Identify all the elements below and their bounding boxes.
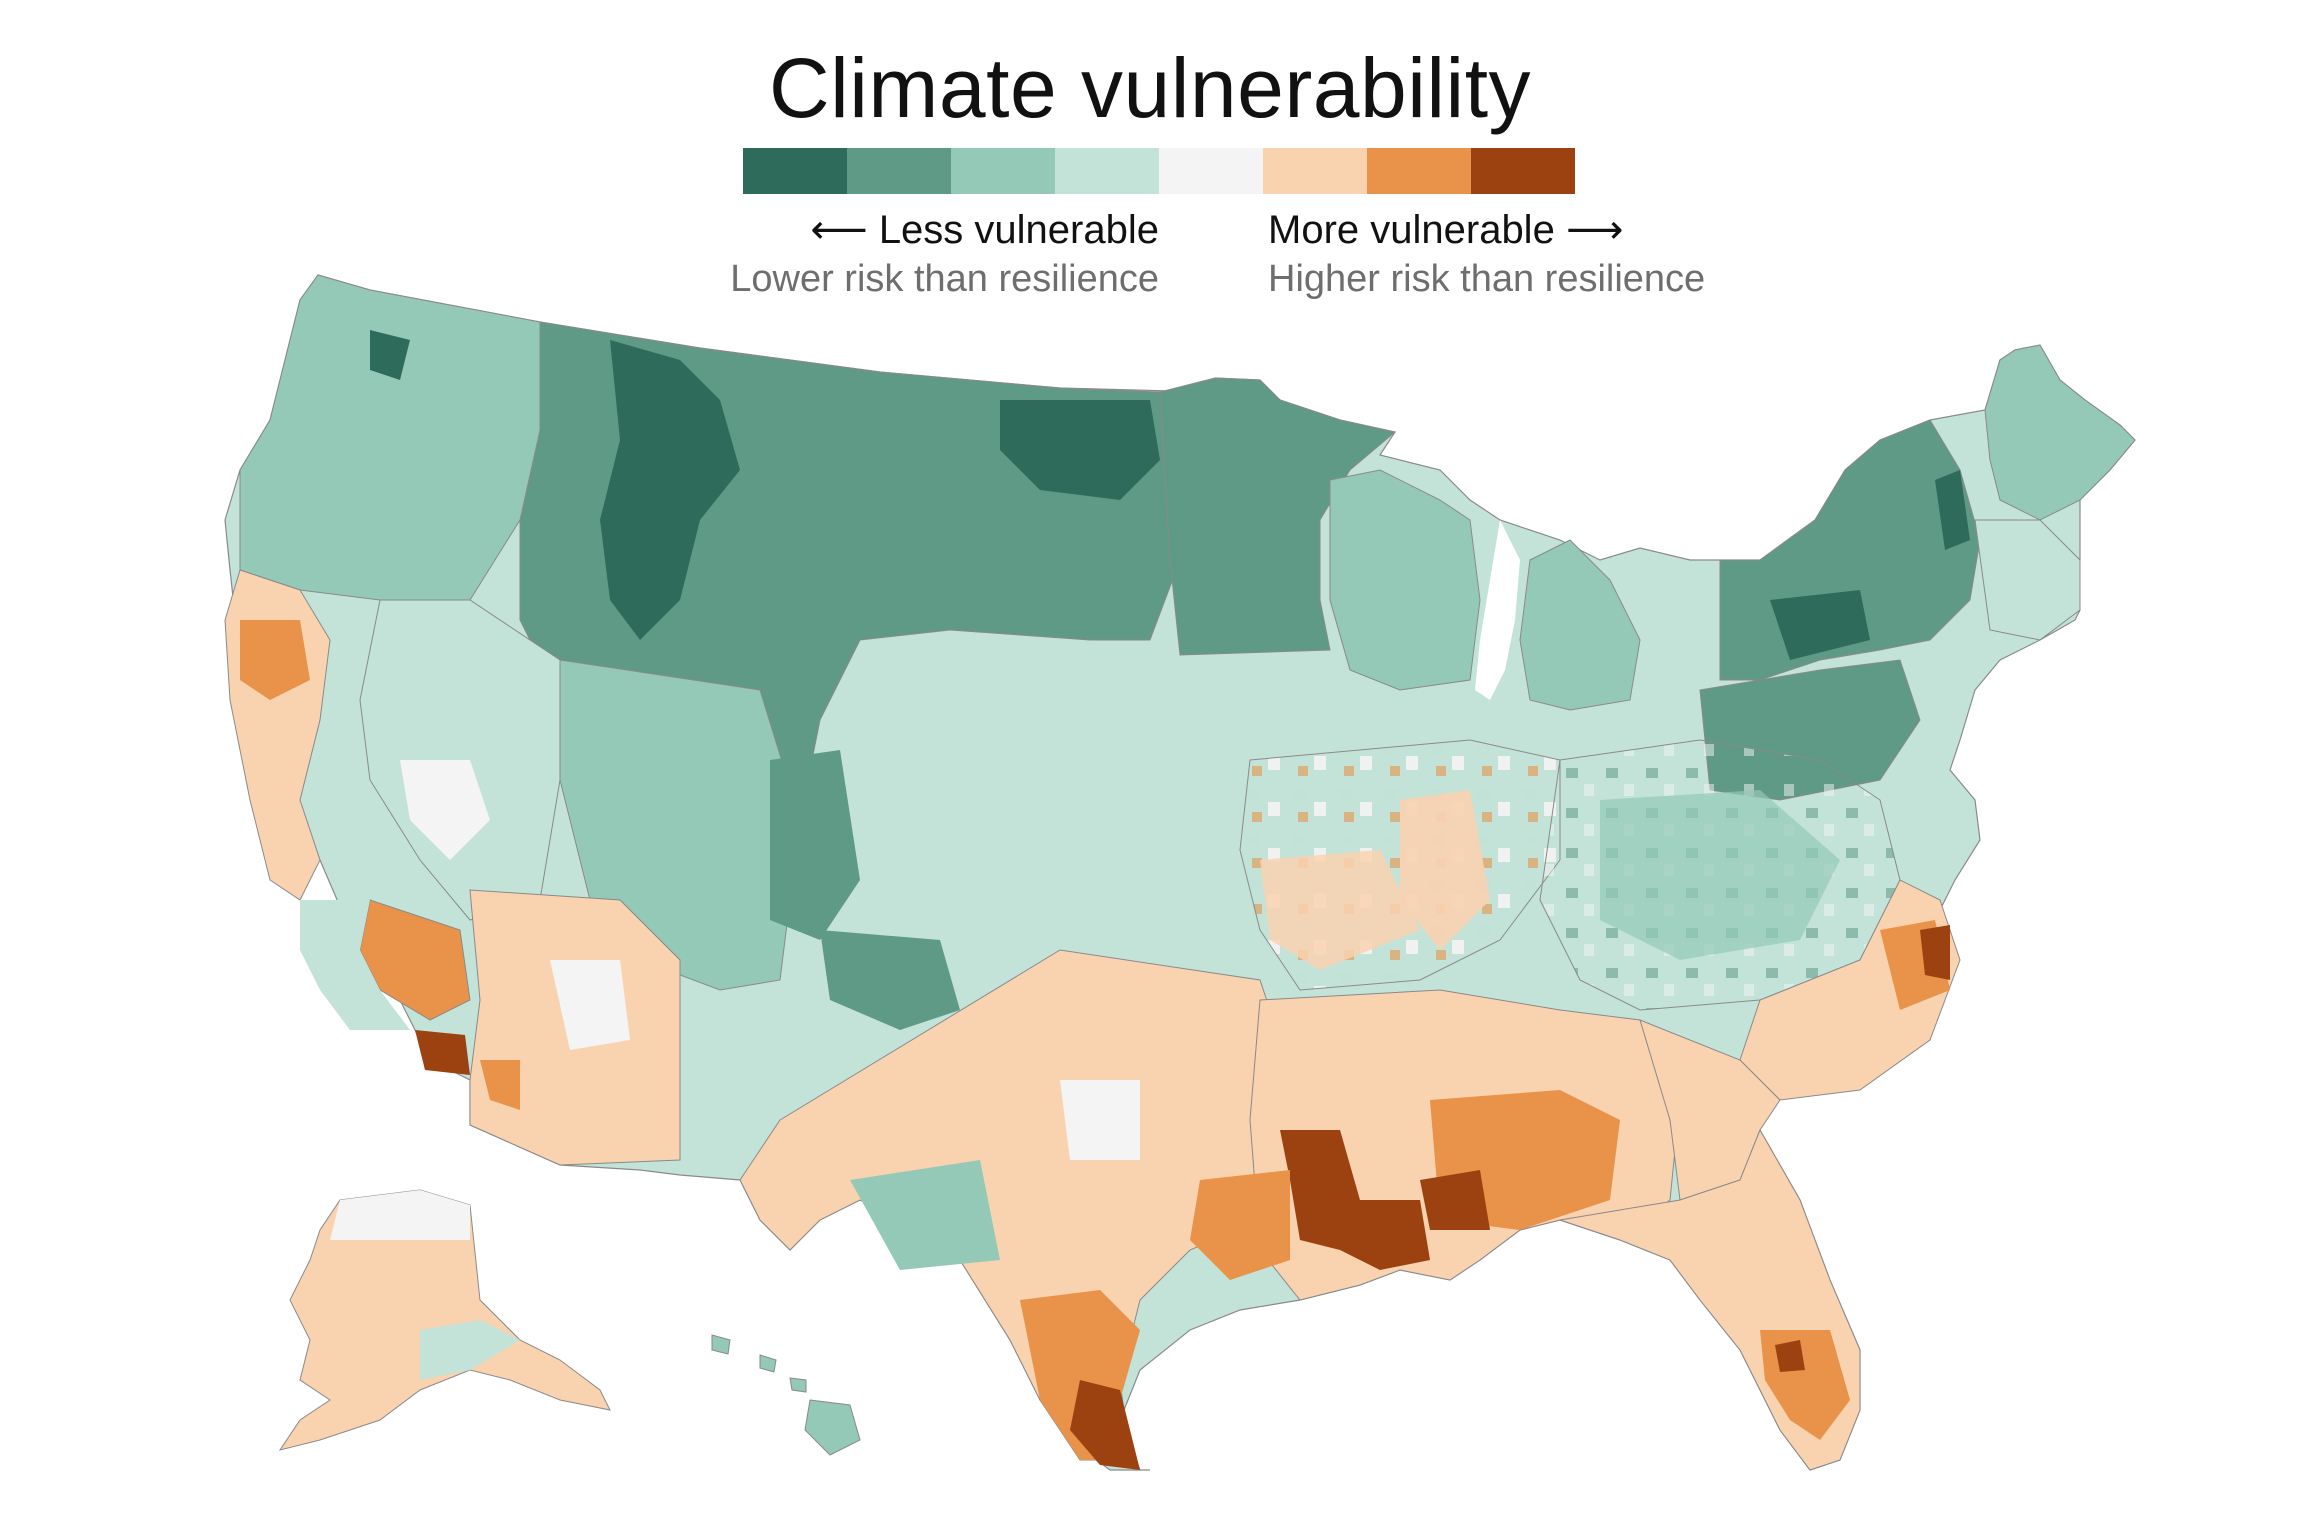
- legend-more-sub: Higher risk than resilience: [1268, 258, 1706, 300]
- region-minnesota: [1159, 377, 1397, 656]
- legend-less-vulnerable: ⟵ Less vulnerable Lower risk than resili…: [730, 206, 1159, 304]
- map-title: Climate vulnerability: [768, 41, 1532, 135]
- region-outer-banks: [1920, 925, 1950, 980]
- region-vermont: [1935, 470, 1970, 550]
- legend-more-label-row: More vulnerable ⟶: [1268, 206, 1705, 254]
- left-arrow-icon: ⟵: [810, 207, 868, 253]
- lake-michigan: [1475, 520, 1520, 700]
- region-nm-core: [820, 930, 960, 1030]
- legend-swatch: [1263, 148, 1367, 194]
- legend-less-label-row: ⟵ Less vulnerable: [730, 206, 1159, 254]
- region-new-england: [1974, 519, 2081, 641]
- region-az-orange: [480, 1060, 520, 1110]
- legend-swatch: [1367, 148, 1471, 194]
- region-nor-cal-orange: [240, 620, 310, 700]
- legend-more-label: More vulnerable: [1268, 208, 1555, 252]
- region-montana-core: [600, 340, 740, 640]
- region-wisconsin: [1329, 469, 1481, 691]
- legend-less-label: Less vulnerable: [878, 208, 1159, 252]
- legend-swatch: [847, 148, 951, 194]
- legend-swatch: [743, 148, 847, 194]
- region-texas-white: [1060, 1080, 1140, 1160]
- region-socal-coast: [300, 900, 410, 1030]
- region-maine: [1984, 344, 2136, 521]
- legend-color-scale: [743, 148, 1575, 194]
- legend-more-vulnerable: More vulnerable ⟶ Higher risk than resil…: [1268, 206, 1705, 304]
- region-hawaii: [711, 1334, 861, 1456]
- legend-swatch: [1159, 148, 1263, 194]
- region-california-north: [224, 569, 331, 901]
- region-illinois: [1400, 790, 1490, 950]
- region-ms-orange: [1190, 1170, 1290, 1280]
- region-florida-core: [1775, 1340, 1805, 1372]
- region-texas-green: [850, 1160, 1000, 1270]
- region-louisiana-delta: [1280, 1130, 1430, 1270]
- region-rio-grande: [1070, 1380, 1140, 1470]
- legend-less-sub: Lower risk than resilience: [730, 258, 1159, 300]
- region-alaska-north: [330, 1190, 470, 1240]
- region-alaska-south: [420, 1320, 520, 1380]
- region-alabama-core: [1420, 1170, 1490, 1230]
- region-az-white: [550, 960, 630, 1050]
- region-nevada-white: [400, 760, 490, 860]
- region-colorado-core: [770, 750, 860, 940]
- region-new-york-core: [1770, 590, 1870, 660]
- region-appalachia-base: [1600, 790, 1840, 960]
- region-alaska: [278, 1189, 611, 1451]
- region-midwest-fill: [1260, 850, 1420, 970]
- region-michigan-lower: [1519, 539, 1641, 711]
- legend-swatch: [951, 148, 1055, 194]
- right-arrow-icon: ⟶: [1565, 207, 1624, 253]
- legend-swatch: [1471, 148, 1575, 194]
- legend-swatch: [1055, 148, 1159, 194]
- region-dakotas-core: [1000, 400, 1160, 500]
- region-wa-core: [370, 330, 410, 380]
- region-oregon-washington: [239, 274, 541, 601]
- region-imperial: [415, 1030, 470, 1075]
